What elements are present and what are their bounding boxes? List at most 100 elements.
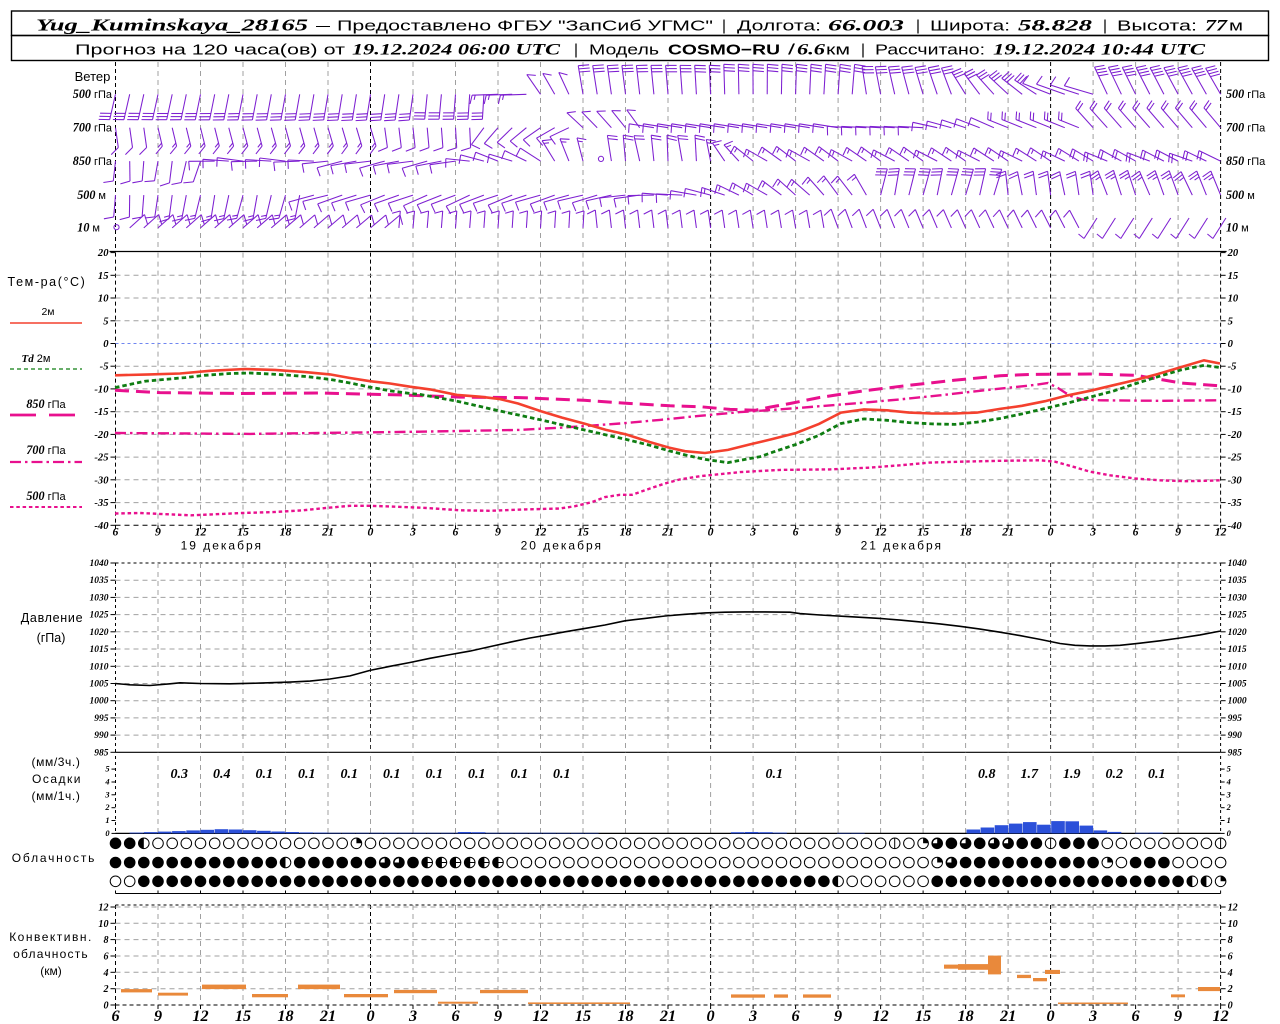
- svg-text:1000: 1000: [90, 697, 109, 707]
- svg-text:6: 6: [111, 1007, 120, 1024]
- svg-text:0: 0: [1047, 1007, 1055, 1024]
- svg-text:20: 20: [97, 248, 109, 259]
- svg-text:Долгота:: Долгота:: [737, 18, 821, 35]
- svg-text:3: 3: [1226, 790, 1231, 799]
- svg-text:6: 6: [792, 1007, 801, 1024]
- svg-text:6: 6: [113, 525, 119, 539]
- svg-text:0.1: 0.1: [766, 767, 784, 782]
- svg-text:|: |: [574, 42, 578, 59]
- svg-text:м: м: [1229, 18, 1243, 35]
- svg-text:0: 0: [1048, 525, 1054, 539]
- svg-text:0.1: 0.1: [1148, 767, 1166, 782]
- svg-text:21: 21: [661, 525, 674, 539]
- svg-text:21: 21: [321, 525, 334, 539]
- svg-text:9: 9: [835, 525, 841, 539]
- svg-text:985: 985: [1228, 748, 1243, 758]
- svg-text:0: 0: [1228, 1001, 1233, 1012]
- svg-text:12: 12: [875, 525, 887, 539]
- svg-text:6: 6: [1132, 1007, 1141, 1024]
- svg-text:18: 18: [277, 1007, 293, 1024]
- svg-text:995: 995: [1228, 714, 1243, 724]
- svg-text:9: 9: [494, 1007, 502, 1024]
- svg-text:облачность: облачность: [13, 947, 89, 961]
- svg-text:0.1: 0.1: [383, 767, 401, 782]
- svg-text:66.003: 66.003: [828, 17, 904, 35]
- svg-text:18: 18: [617, 1007, 633, 1024]
- svg-text:4: 4: [1227, 968, 1233, 979]
- svg-text:-15: -15: [94, 407, 109, 418]
- svg-text:4: 4: [102, 968, 108, 979]
- svg-text:0.1: 0.1: [553, 767, 571, 782]
- svg-text:км: км: [826, 42, 850, 59]
- svg-text:4: 4: [104, 778, 109, 787]
- svg-text:1035: 1035: [90, 576, 109, 586]
- svg-text:1010: 1010: [90, 662, 109, 672]
- svg-text:0.8: 0.8: [978, 767, 996, 782]
- svg-text:Yug_Kuminskaya_28165: Yug_Kuminskaya_28165: [36, 16, 309, 35]
- svg-text:12: 12: [873, 1007, 889, 1024]
- svg-text:0: 0: [366, 1007, 374, 1024]
- svg-text:Давление: Давление: [21, 611, 83, 625]
- svg-text:—: —: [316, 18, 330, 35]
- svg-text:12: 12: [1213, 1007, 1229, 1024]
- svg-text:1030: 1030: [1228, 593, 1247, 603]
- svg-text:1020: 1020: [90, 628, 109, 638]
- svg-text:9: 9: [1175, 525, 1181, 539]
- svg-text:2: 2: [102, 984, 108, 995]
- svg-text:10 м: 10 м: [77, 221, 100, 235]
- svg-text:9: 9: [154, 1007, 162, 1024]
- svg-text:10: 10: [1228, 294, 1239, 305]
- svg-text:Широта:: Широта:: [930, 18, 1010, 35]
- svg-text:1035: 1035: [1228, 576, 1247, 586]
- svg-text:500 гПа: 500 гПа: [1226, 87, 1266, 101]
- svg-text:21 декабря: 21 декабря: [861, 539, 943, 553]
- svg-text:990: 990: [1228, 731, 1243, 741]
- svg-text:1040: 1040: [90, 559, 109, 569]
- svg-text:-35: -35: [94, 498, 109, 509]
- svg-text:-25: -25: [1228, 453, 1243, 464]
- svg-text:6: 6: [793, 525, 799, 539]
- svg-text:1005: 1005: [90, 680, 109, 690]
- svg-text:2м: 2м: [41, 306, 54, 318]
- svg-text:15: 15: [577, 525, 589, 539]
- svg-text:995: 995: [94, 714, 109, 724]
- svg-text:0.1: 0.1: [256, 767, 274, 782]
- svg-text:0: 0: [1227, 829, 1232, 838]
- svg-text:20: 20: [1227, 248, 1239, 259]
- svg-text:(мм/1ч.): (мм/1ч.): [32, 789, 81, 803]
- svg-text:1.9: 1.9: [1063, 767, 1081, 782]
- svg-text:12: 12: [195, 525, 207, 539]
- svg-text:6: 6: [1133, 525, 1139, 539]
- svg-text:12: 12: [1228, 903, 1238, 914]
- svg-text:-20: -20: [94, 430, 109, 441]
- svg-text:(мм/3ч.): (мм/3ч.): [32, 755, 81, 769]
- svg-text:1015: 1015: [1228, 645, 1247, 655]
- svg-text:Прогноз на 120 часа(ов) от: Прогноз на 120 часа(ов) от: [75, 42, 345, 59]
- svg-text:500 м: 500 м: [1226, 188, 1255, 202]
- svg-text:Модель: Модель: [589, 42, 659, 59]
- svg-text:8: 8: [103, 935, 108, 946]
- svg-text:1.7: 1.7: [1021, 767, 1040, 782]
- svg-text:5: 5: [1228, 316, 1234, 327]
- svg-text:0.1: 0.1: [426, 767, 444, 782]
- svg-text:19.12.2024 06:00 UTC: 19.12.2024 06:00 UTC: [352, 41, 560, 59]
- svg-text:19.12.2024 10:44 UTC: 19.12.2024 10:44 UTC: [993, 41, 1205, 59]
- svg-text:Облачность: Облачность: [12, 851, 96, 865]
- svg-text:19 декабря: 19 декабря: [181, 539, 263, 553]
- svg-text:15: 15: [237, 525, 249, 539]
- svg-text:-30: -30: [94, 475, 109, 486]
- svg-text:3: 3: [749, 525, 756, 539]
- svg-text:0: 0: [707, 1007, 715, 1024]
- svg-text:0: 0: [368, 525, 374, 539]
- svg-text:COSMO−RU: COSMO−RU: [668, 42, 780, 59]
- svg-text:-20: -20: [1228, 430, 1243, 441]
- svg-text:3: 3: [1088, 1007, 1097, 1024]
- svg-text:15: 15: [917, 525, 929, 539]
- svg-text:15: 15: [575, 1007, 591, 1024]
- svg-text:10: 10: [98, 294, 109, 305]
- svg-text:8: 8: [1228, 935, 1233, 946]
- svg-text:12: 12: [535, 525, 547, 539]
- svg-text:990: 990: [94, 731, 109, 741]
- svg-text:1025: 1025: [1228, 611, 1247, 621]
- svg-text:10: 10: [98, 919, 108, 930]
